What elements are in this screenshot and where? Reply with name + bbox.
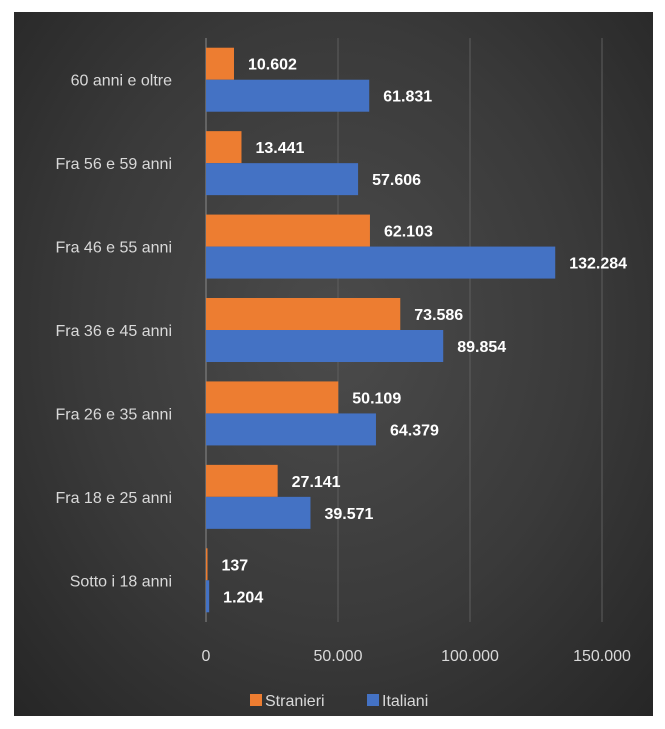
data-label: 13.441	[255, 140, 304, 157]
bar-stranieri	[206, 464, 278, 497]
data-label: 57.606	[372, 172, 421, 189]
x-tick-label: 150.000	[573, 648, 631, 665]
category-label: Fra 46 e 55 anni	[55, 240, 172, 257]
data-label: 64.379	[390, 422, 439, 439]
category-label: Fra 18 e 25 anni	[55, 490, 172, 507]
bar-italiani	[206, 330, 444, 362]
category-label: Fra 36 e 45 anni	[55, 323, 172, 340]
data-label: 10.602	[248, 57, 297, 74]
legend-swatch-stranieri	[250, 694, 262, 706]
x-tick-label: 100.000	[441, 648, 499, 665]
data-label: 73.586	[414, 307, 463, 324]
data-label: 89.854	[457, 339, 506, 356]
legend-swatch-italiani	[367, 694, 379, 706]
bar-italiani	[206, 79, 370, 112]
data-label: 132.284	[569, 256, 627, 273]
data-label: 1.204	[223, 589, 263, 606]
bar-stranieri	[206, 548, 208, 581]
bar-italiani	[206, 580, 210, 613]
bar-stranieri	[206, 214, 370, 247]
bar-italiani	[206, 413, 376, 446]
category-label: Fra 56 e 59 anni	[55, 156, 172, 173]
chart-area: 0 50.000 100.000 150.000 60 anni e oltre 10.6…	[14, 12, 653, 716]
bar-italiani	[206, 163, 359, 196]
bar-stranieri	[206, 298, 401, 330]
bar-stranieri	[206, 381, 339, 414]
bar-chart: 0 50.000 100.000 150.000 60 anni e oltre 10.6…	[55, 38, 631, 710]
category-label: Fra 26 e 35 anni	[55, 406, 172, 423]
data-label: 62.103	[384, 224, 433, 241]
x-tick-label: 50.000	[314, 648, 363, 665]
data-label: 50.109	[352, 390, 401, 407]
x-tick-label: 0	[202, 648, 211, 665]
bar-stranieri	[206, 47, 234, 80]
data-label: 137	[222, 557, 249, 574]
legend-label: Italiani	[382, 693, 428, 710]
category-label: Sotto i 18 anni	[70, 573, 172, 590]
bar-stranieri	[206, 131, 242, 164]
bar-italiani	[206, 246, 556, 279]
legend-label: Stranieri	[265, 693, 325, 710]
bar-italiani	[206, 496, 311, 529]
data-label: 39.571	[324, 506, 373, 523]
category-label: 60 anni e oltre	[71, 73, 173, 90]
data-label: 61.831	[383, 89, 432, 106]
data-label: 27.141	[292, 474, 341, 491]
